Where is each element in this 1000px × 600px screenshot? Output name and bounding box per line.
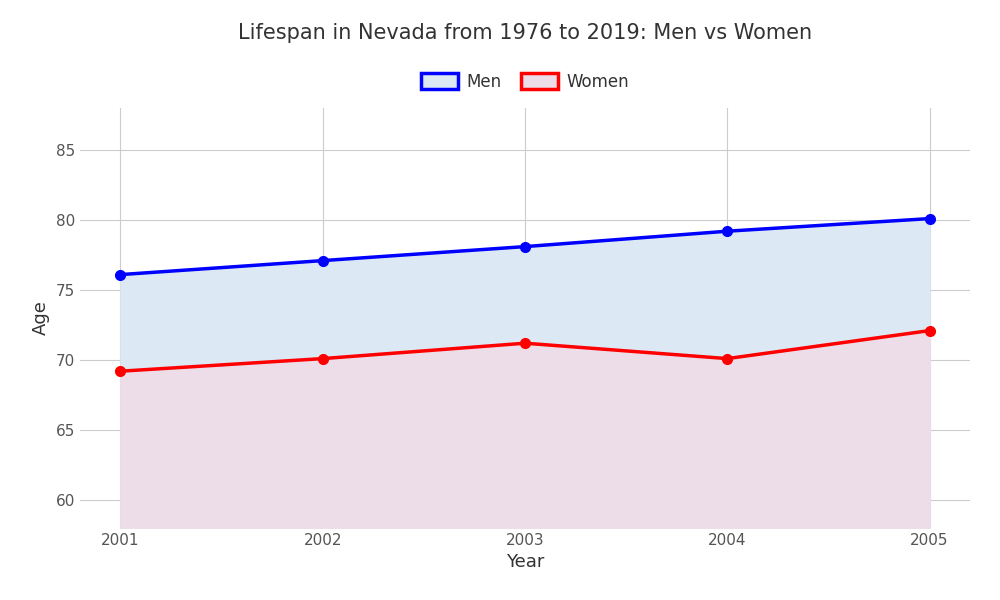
Men xyxy=(114,271,126,278)
Men xyxy=(519,243,531,250)
Title: Lifespan in Nevada from 1976 to 2019: Men vs Women: Lifespan in Nevada from 1976 to 2019: Me… xyxy=(238,23,812,43)
Women xyxy=(317,355,329,362)
Line: Women: Women xyxy=(116,326,934,376)
Women xyxy=(519,340,531,347)
Women xyxy=(924,327,936,334)
X-axis label: Year: Year xyxy=(506,553,544,571)
Women xyxy=(114,368,126,375)
Men xyxy=(317,257,329,264)
Legend: Men, Women: Men, Women xyxy=(414,66,636,97)
Line: Men: Men xyxy=(116,214,934,280)
Men xyxy=(721,227,733,235)
Y-axis label: Age: Age xyxy=(32,301,50,335)
Women xyxy=(721,355,733,362)
Men xyxy=(924,215,936,222)
